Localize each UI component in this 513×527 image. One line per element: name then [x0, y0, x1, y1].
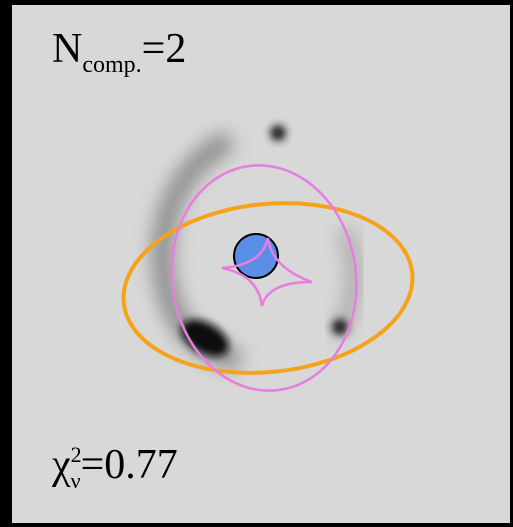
lens-panel: Ncomp.=2 χ2ν=0.77	[0, 0, 513, 527]
value-text: =0.77	[81, 442, 178, 488]
symbol: χ	[51, 442, 71, 488]
subscript: ν	[71, 468, 81, 493]
value-text: =2	[142, 26, 187, 72]
subscript: comp.	[82, 52, 141, 78]
page: Ncomp.=2 χ2ν=0.77 (() => { const data = …	[0, 0, 513, 527]
symbol: N	[52, 26, 82, 72]
